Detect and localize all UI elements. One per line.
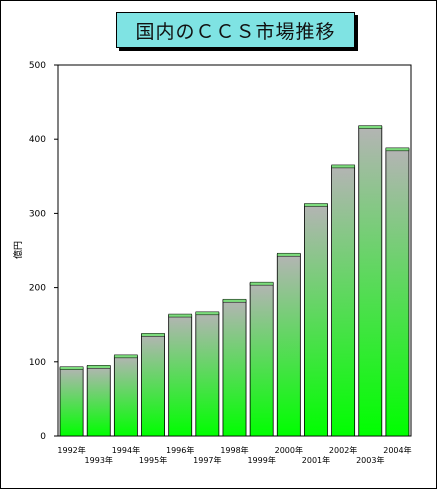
bar — [195, 311, 220, 437]
x-axis: 1992年1993年1994年1995年1996年1997年1998年1999年… — [57, 445, 411, 465]
y-axis-label: 億円 — [12, 241, 24, 259]
y-tick-label: 300 — [29, 209, 46, 219]
bar — [385, 147, 410, 437]
bar-cap — [114, 354, 138, 359]
bar-body — [86, 365, 111, 437]
bar-cap — [358, 125, 383, 129]
bar — [276, 252, 301, 437]
x-tick-label: 2002年 — [329, 445, 357, 455]
bar-cap — [195, 311, 220, 316]
bar — [331, 164, 356, 437]
bar-cap — [249, 281, 274, 286]
y-tick-label: 200 — [29, 284, 46, 294]
x-tick-label: 2004年 — [383, 445, 411, 455]
bar-body — [113, 355, 138, 437]
bar-body — [358, 126, 383, 437]
bar-body — [249, 282, 274, 437]
x-tick-label: 1994年 — [112, 445, 140, 455]
x-tick-label: 2003年 — [356, 455, 384, 465]
bar — [358, 125, 383, 437]
bar — [222, 298, 247, 437]
bar-cap — [168, 313, 192, 318]
bar-body — [276, 253, 301, 437]
bar-cap — [59, 366, 84, 370]
x-tick-label: 1995年 — [139, 455, 167, 465]
bar-cap — [222, 298, 247, 303]
bar — [304, 203, 328, 437]
x-tick-label: 1996年 — [166, 445, 194, 455]
bar — [249, 281, 274, 437]
bar-body — [195, 312, 220, 437]
x-tick-label: 1992年 — [57, 445, 85, 455]
chart-title: 国内のＣＣＳ市場推移 — [116, 12, 355, 48]
y-tick-label: 500 — [29, 61, 46, 71]
bar-cap — [141, 333, 165, 337]
x-tick-label: 1997年 — [193, 455, 221, 465]
bar — [59, 366, 84, 437]
bar-cap — [385, 147, 410, 152]
bar-body — [141, 333, 165, 437]
bar-body — [59, 367, 84, 437]
bar-cap — [277, 252, 301, 257]
bar — [86, 365, 111, 437]
bar-cap — [331, 164, 355, 169]
bar-body — [331, 165, 356, 437]
bar — [113, 354, 138, 437]
bar-body — [168, 314, 193, 437]
bar-cap — [304, 203, 328, 207]
bar — [141, 333, 165, 437]
x-tick-label: 1999年 — [247, 455, 275, 465]
x-tick-label: 1998年 — [220, 445, 248, 455]
bar-cap — [86, 365, 111, 369]
bars — [59, 125, 410, 437]
y-tick-label: 0 — [40, 432, 46, 442]
y-tick-label: 100 — [29, 358, 46, 368]
bar-body — [304, 204, 328, 437]
x-tick-label: 2001年 — [302, 455, 330, 465]
x-tick-label: 2000年 — [275, 445, 303, 455]
x-tick-label: 1993年 — [85, 455, 113, 465]
y-tick-label: 400 — [29, 135, 46, 145]
bar-body — [222, 299, 247, 437]
bar-body — [385, 148, 410, 437]
bar — [168, 313, 193, 437]
y-axis: 0 100 200 300 400 500 — [29, 61, 58, 442]
